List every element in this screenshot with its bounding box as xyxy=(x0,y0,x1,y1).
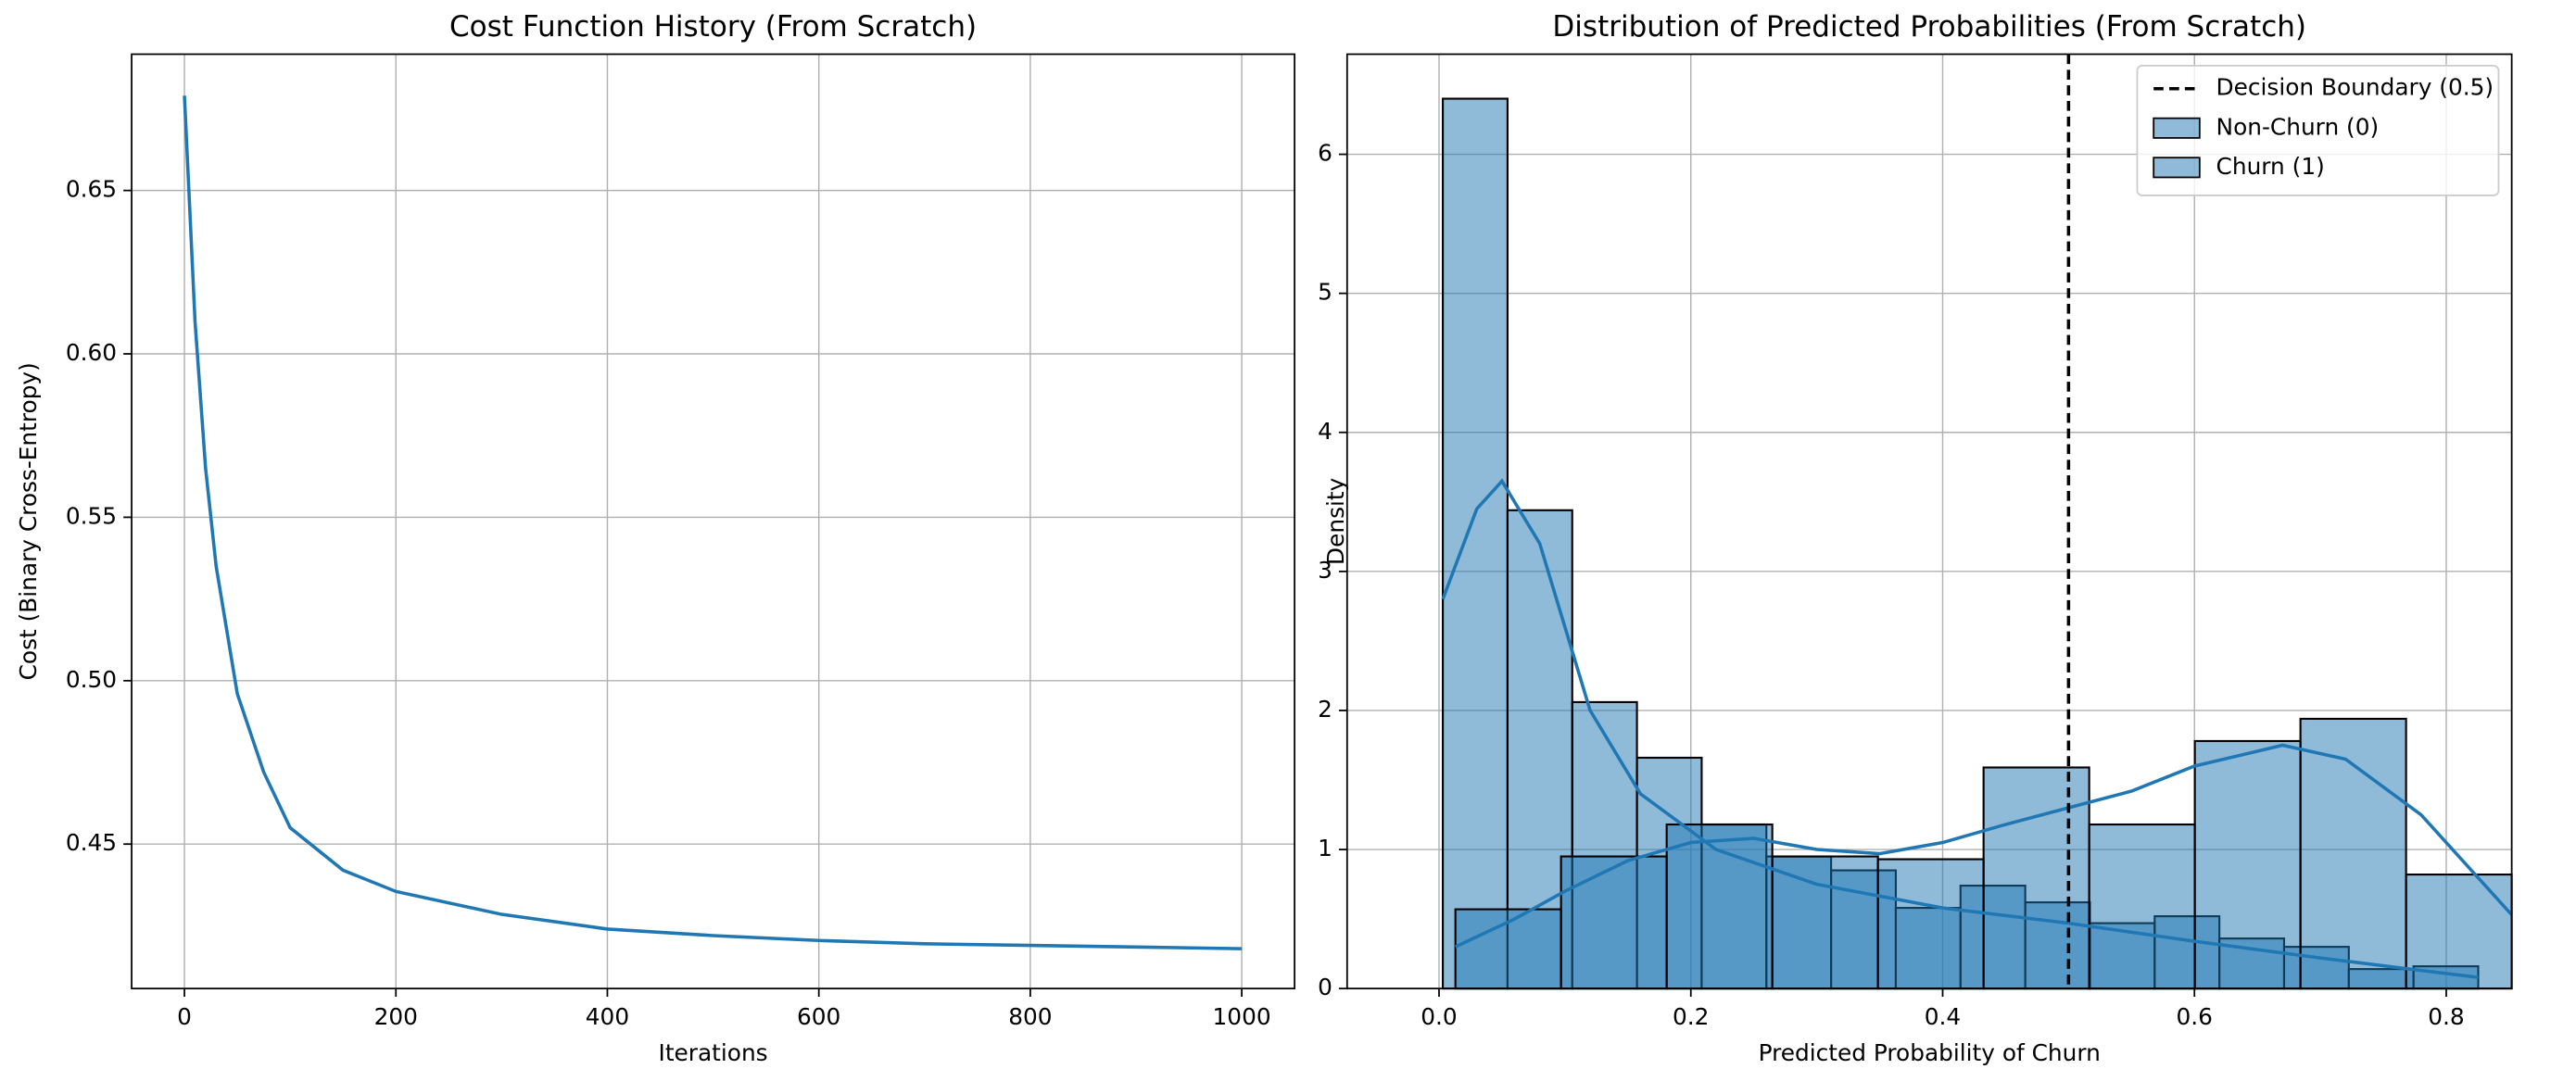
y-tick-label: 1 xyxy=(1318,835,1332,861)
y-tick-label: 2 xyxy=(1318,696,1332,723)
histogram-bar xyxy=(1982,766,2090,990)
y-tick-label: 0.65 xyxy=(66,176,117,203)
x-tick-label: 400 xyxy=(586,1003,629,1030)
legend-swatch xyxy=(2153,117,2201,139)
legend-label: Churn (1) xyxy=(2216,153,2325,180)
legend-label: Decision Boundary (0.5) xyxy=(2216,74,2494,101)
x-tick-label: 1000 xyxy=(1213,1003,1271,1030)
x-axis-label: Predicted Probability of Churn xyxy=(1759,1039,2101,1066)
y-tick-label: 0.60 xyxy=(66,339,117,366)
y-tick-label: 4 xyxy=(1318,418,1332,445)
y-axis-label: Cost (Binary Cross-Entropy) xyxy=(15,362,42,680)
kde-line xyxy=(1454,743,2513,949)
x-tick-label: 0 xyxy=(177,1003,192,1030)
x-tick-label: 600 xyxy=(797,1003,840,1030)
x-tick-label: 0.2 xyxy=(1673,1003,1709,1030)
y-tick-label: 0.45 xyxy=(66,829,117,856)
y-tick-label: 3 xyxy=(1318,557,1332,584)
legend-box xyxy=(2136,65,2500,196)
kde-line xyxy=(1441,478,2479,979)
histogram-bar xyxy=(1876,858,1985,990)
x-axis-label: Iterations xyxy=(659,1039,768,1066)
y-tick-label: 5 xyxy=(1318,279,1332,306)
x-tick-label: 0.4 xyxy=(1925,1003,1961,1030)
y-axis-label: Density xyxy=(1322,478,1349,565)
x-tick-label: 0.6 xyxy=(2177,1003,2213,1030)
histogram-bar xyxy=(2193,739,2302,990)
y-tick-label: 6 xyxy=(1318,140,1332,167)
legend-swatch xyxy=(2153,157,2201,179)
histogram-bar xyxy=(2299,717,2407,990)
y-tick-label: 0 xyxy=(1318,974,1332,1000)
x-tick-label: 0.0 xyxy=(1421,1003,1457,1030)
x-tick-label: 0.8 xyxy=(2428,1003,2464,1030)
x-tick-label: 200 xyxy=(374,1003,418,1030)
chart-title: Cost Function History (From Scratch) xyxy=(449,10,977,44)
x-tick-label: 800 xyxy=(1008,1003,1052,1030)
chart-title: Distribution of Predicted Probabilities … xyxy=(1552,10,2306,44)
histogram-bar xyxy=(1559,855,1668,990)
cost-line xyxy=(183,95,1243,950)
histogram-bar xyxy=(2088,823,2196,990)
y-tick-label: 0.50 xyxy=(66,666,117,693)
legend-label: Non-Churn (0) xyxy=(2216,113,2380,140)
histogram-bar xyxy=(1771,855,1879,990)
axes-frame xyxy=(131,53,1295,990)
y-tick-label: 0.55 xyxy=(66,502,117,529)
axes-frame xyxy=(1345,53,2513,990)
histogram-bar xyxy=(1442,97,1509,990)
